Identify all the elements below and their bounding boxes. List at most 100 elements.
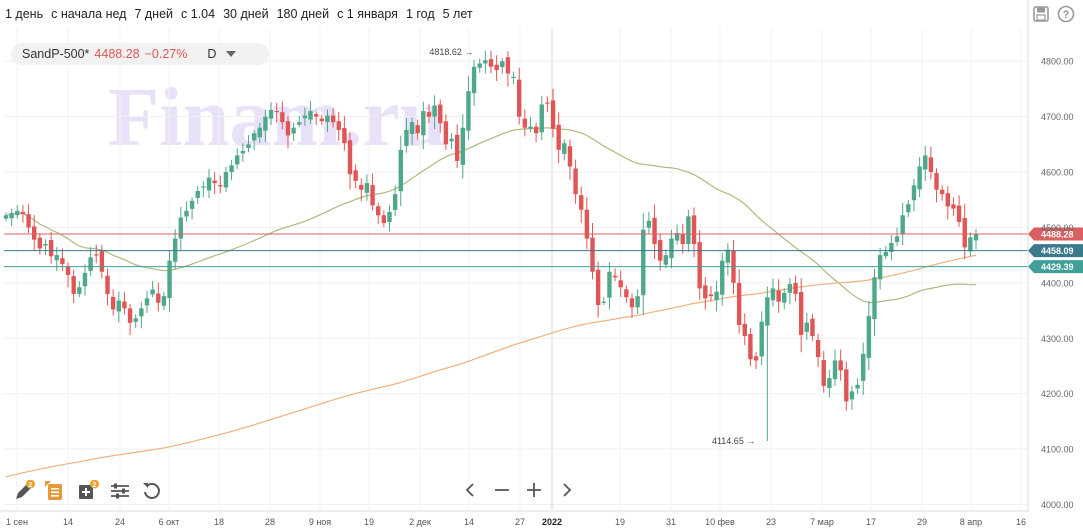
candle	[235, 148, 240, 169]
period-7-days[interactable]: 7 дней	[134, 7, 174, 21]
candle	[511, 71, 516, 85]
candle	[31, 215, 37, 251]
sliders-icon[interactable]	[109, 480, 131, 502]
candle-body	[133, 318, 138, 322]
period-week-to-date[interactable]: с начала нед	[51, 7, 127, 21]
x-tick-label: 28	[265, 517, 275, 527]
candle-body	[364, 183, 370, 193]
candle-body	[917, 166, 922, 190]
candle-body	[612, 275, 618, 278]
candle	[748, 328, 753, 367]
candle	[889, 235, 894, 261]
period-1-day[interactable]: 1 день	[5, 7, 44, 21]
candle	[376, 202, 381, 224]
candle	[646, 211, 652, 235]
plus-icon[interactable]	[524, 480, 544, 500]
candle-body	[804, 322, 810, 332]
candle-body	[404, 129, 409, 146]
period-180-days[interactable]: 180 дней	[276, 7, 330, 21]
candle	[201, 181, 206, 198]
candle	[505, 51, 511, 87]
period-1-year[interactable]: 1 год	[405, 7, 435, 21]
candle-body	[218, 185, 223, 187]
candle-body	[291, 127, 296, 134]
period-30-days[interactable]: 30 дней	[223, 7, 269, 21]
candle-body	[855, 384, 860, 389]
candle-body	[274, 110, 279, 113]
candle	[703, 276, 708, 310]
price-tag	[1028, 260, 1083, 274]
candle-body	[928, 157, 934, 173]
candle	[923, 146, 928, 182]
candle-body	[584, 209, 590, 239]
candle	[618, 270, 623, 298]
candle-body	[500, 61, 505, 68]
period-since-date[interactable]: с 1.04	[181, 7, 216, 21]
chevron-right-icon[interactable]	[556, 480, 576, 500]
candle	[449, 133, 454, 149]
candle-body	[466, 91, 471, 131]
candle	[308, 101, 313, 124]
candle	[691, 207, 697, 258]
x-tick-label: 6 окт	[159, 517, 180, 527]
candle	[550, 88, 556, 138]
chevron-left-icon[interactable]	[461, 480, 481, 500]
candle-body	[54, 255, 59, 261]
help-icon[interactable]: ?	[1057, 5, 1075, 23]
candle-body	[765, 297, 770, 326]
candle	[139, 302, 144, 329]
candle-body	[144, 298, 150, 306]
candle-body	[579, 195, 584, 210]
candle	[37, 233, 43, 255]
period-5-years[interactable]: 5 лет	[442, 7, 473, 21]
candle-body	[336, 121, 341, 130]
candle	[94, 244, 99, 264]
candle-body	[516, 79, 522, 117]
candle	[483, 50, 488, 74]
period-year-to-date[interactable]: с 1 января	[337, 7, 398, 21]
candle-body	[37, 237, 43, 249]
candle	[77, 281, 82, 298]
candle-body	[313, 114, 319, 117]
candle-body	[539, 104, 544, 133]
chevron-down-icon[interactable]	[226, 51, 237, 57]
candle-body	[759, 321, 764, 357]
candle-body	[347, 140, 353, 175]
candle-body	[240, 150, 246, 154]
x-tick-label: 23	[766, 517, 776, 527]
candle-body	[753, 356, 759, 361]
add-indicator-icon[interactable]: 2	[77, 480, 99, 502]
candle	[263, 109, 268, 143]
reset-icon[interactable]	[141, 480, 163, 502]
list-icon[interactable]	[44, 480, 66, 502]
save-icon[interactable]	[1032, 5, 1050, 23]
candle-body	[223, 172, 229, 188]
candle	[844, 361, 849, 411]
candle-body	[934, 173, 939, 190]
candle-body	[697, 242, 702, 289]
candle	[43, 239, 48, 256]
candle-body	[595, 269, 601, 306]
candle-body	[708, 294, 714, 297]
candle-body	[533, 126, 539, 134]
svg-text:?: ?	[1063, 9, 1070, 21]
candle	[584, 197, 590, 250]
candle	[60, 248, 65, 271]
candle	[460, 114, 466, 179]
candle	[466, 75, 471, 141]
minus-icon[interactable]	[492, 480, 512, 500]
candle	[195, 186, 200, 205]
x-tick-label: 10 фев	[705, 517, 735, 527]
candle	[229, 160, 234, 181]
ticker-pill[interactable]: SandP-500* 4488.28 −0.27% D	[11, 43, 269, 65]
candle-body	[725, 249, 731, 263]
x-tick-label: 29	[917, 517, 927, 527]
x-tick-label: 8 апр	[960, 517, 982, 527]
pencil-icon[interactable]: 2	[13, 480, 35, 502]
candle-body	[641, 229, 646, 296]
candle-body	[415, 125, 420, 134]
candle	[88, 247, 93, 276]
candle	[257, 122, 262, 144]
